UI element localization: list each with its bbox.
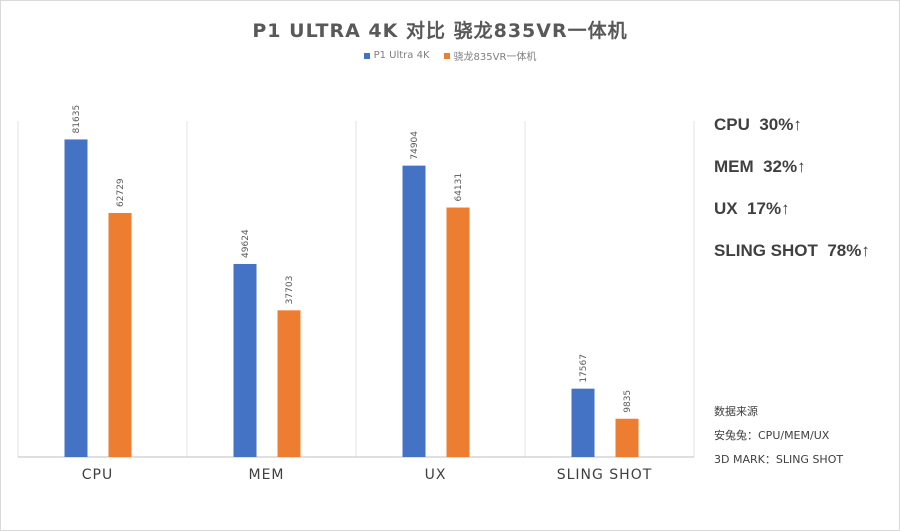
bar-mem-series-1 <box>233 263 257 457</box>
chart-title: P1 ULTRA 4K 对比 骁龙835VR一体机 <box>252 20 628 42</box>
improvement-stats: CPU 30%↑ MEM 32%↑ UX 17%↑ SLING SHOT 78%… <box>714 114 870 282</box>
bar-sling-shot-series-2 <box>615 418 639 457</box>
bar-ux-series-1 <box>402 165 426 457</box>
data-label: 81635 <box>72 105 82 134</box>
chart-legend: P1 Ultra 4K 骁龙835VR一体机 <box>0 48 900 63</box>
source-line-3dmark: 3D MARK：SLING SHOT <box>714 453 844 466</box>
bar-ux-series-2 <box>446 207 470 457</box>
legend-item-series-2: 骁龙835VR一体机 <box>443 48 537 63</box>
bar-cpu-series-1 <box>64 139 88 457</box>
stat-ux: UX 17%↑ <box>714 199 790 218</box>
legend-item-series-1: P1 Ultra 4K <box>363 48 430 63</box>
legend-swatch-series-1 <box>363 52 370 59</box>
x-tick-label: UX <box>425 467 447 483</box>
legend-swatch-series-2 <box>443 52 450 59</box>
data-label: 9835 <box>623 390 633 413</box>
data-label: 64131 <box>454 173 464 202</box>
data-label: 74904 <box>410 131 420 160</box>
x-tick-label: CPU <box>82 467 113 483</box>
data-label: 37703 <box>285 276 295 305</box>
source-heading: 数据来源 <box>714 405 758 418</box>
bar-cpu-series-2 <box>108 212 132 457</box>
stat-mem: MEM 32%↑ <box>714 157 806 176</box>
legend-label-series-2: 骁龙835VR一体机 <box>453 52 537 63</box>
bar-mem-series-2 <box>277 310 301 457</box>
data-label: 62729 <box>116 178 126 207</box>
data-label: 49624 <box>241 229 251 258</box>
source-line-antutu: 安兔兔：CPU/MEM/UX <box>714 429 830 442</box>
stat-sling-shot: SLING SHOT 78%↑ <box>714 241 870 260</box>
stat-cpu: CPU 30%↑ <box>714 115 802 134</box>
bar-sling-shot-series-1 <box>571 388 595 457</box>
x-tick-label: SLING SHOT <box>557 467 653 483</box>
data-source: 数据来源 安兔兔：CPU/MEM/UX 3D MARK：SLING SHOT <box>714 400 843 472</box>
data-label: 17567 <box>579 354 589 383</box>
x-tick-label: MEM <box>248 467 284 483</box>
legend-label-series-1: P1 Ultra 4K <box>373 50 430 61</box>
